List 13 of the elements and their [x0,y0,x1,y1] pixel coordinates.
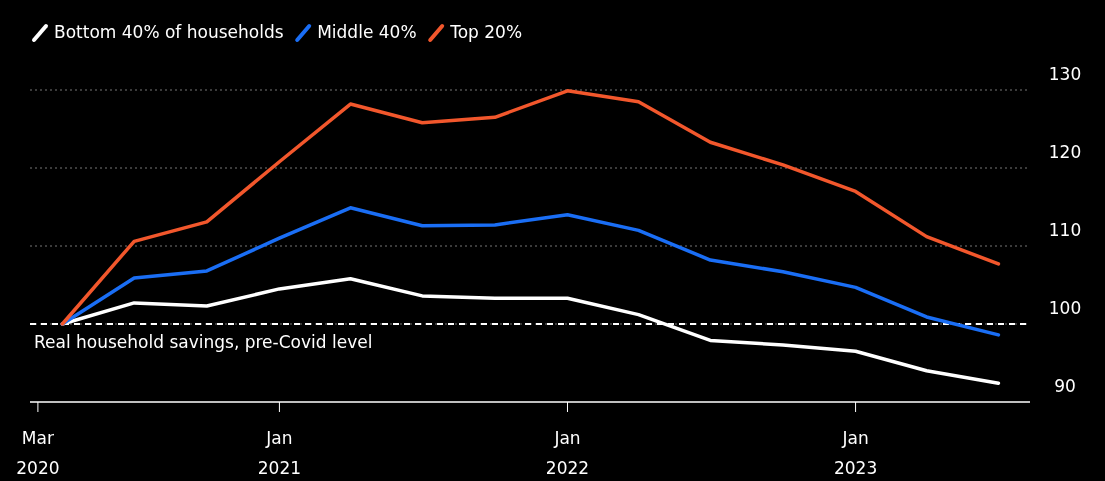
y-tick-label: 120 [1048,142,1082,162]
ref-line-label: Real household savings, pre-Covid level [34,332,373,352]
y-tick-label: 110 [1048,220,1082,240]
x-tick-label: Jan 2021 [257,428,302,478]
x-tick-label: Jan 2022 [545,428,590,478]
legend-label: Bottom 40% of households [54,22,284,42]
y-tick-label: 100 [1048,298,1082,318]
x-tick-label: Mar 2020 [16,428,60,478]
y-tick-label: 130 [1048,64,1082,84]
legend-label: Top 20% [449,22,523,42]
x-tick-label: Jan 2023 [833,428,878,478]
y-tick-label: 90 [1054,376,1076,396]
legend-label: Middle 40% [317,22,417,42]
